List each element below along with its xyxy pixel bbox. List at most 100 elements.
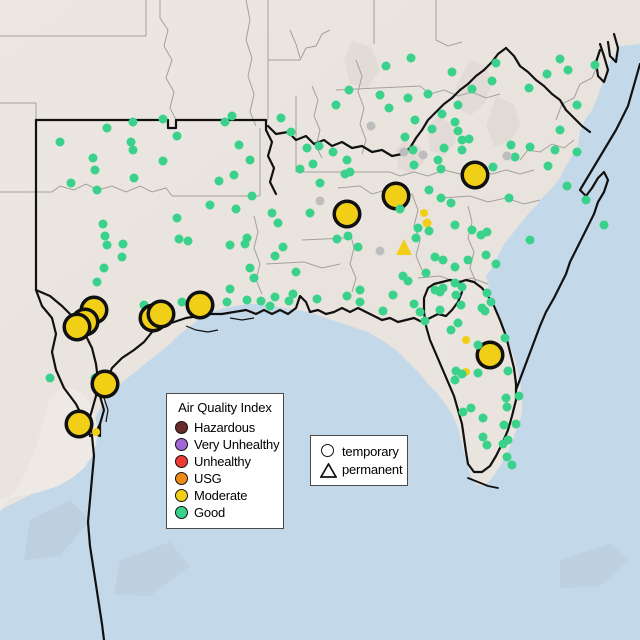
monitor-marker-good[interactable]: [555, 125, 565, 135]
monitor-marker-good[interactable]: [276, 113, 286, 123]
monitor-marker-good[interactable]: [249, 273, 259, 283]
monitor-marker-good[interactable]: [314, 141, 324, 151]
monitor-marker-good[interactable]: [463, 255, 473, 265]
monitor-marker-good[interactable]: [420, 316, 430, 326]
monitor-marker-good[interactable]: [411, 233, 421, 243]
monitor-marker-good[interactable]: [446, 325, 456, 335]
monitor-marker-good[interactable]: [66, 178, 76, 188]
monitor-marker-good[interactable]: [378, 306, 388, 316]
monitor-marker-good[interactable]: [331, 100, 341, 110]
monitor-marker-good[interactable]: [388, 290, 398, 300]
monitor-marker-good[interactable]: [500, 333, 510, 343]
monitor-marker-good[interactable]: [247, 191, 257, 201]
monitor-marker-good[interactable]: [467, 84, 477, 94]
monitor-marker-good[interactable]: [205, 200, 215, 210]
monitor-marker-gray[interactable]: [399, 147, 409, 157]
monitor-marker-good[interactable]: [126, 137, 136, 147]
monitor-marker-good[interactable]: [506, 140, 516, 150]
monitor-marker-good[interactable]: [450, 278, 460, 288]
monitor-marker-good[interactable]: [451, 290, 461, 300]
monitor-marker-good[interactable]: [158, 114, 168, 124]
monitor-marker-good[interactable]: [308, 159, 318, 169]
monitor-marker-good[interactable]: [453, 100, 463, 110]
monitor-marker-good[interactable]: [451, 366, 461, 376]
monitor-marker-good[interactable]: [501, 393, 511, 403]
monitor-marker-good[interactable]: [507, 460, 517, 470]
monitor-marker-good[interactable]: [98, 219, 108, 229]
monitor-marker-good[interactable]: [453, 126, 463, 136]
monitor-marker-good[interactable]: [447, 67, 457, 77]
site-type-legend[interactable]: temporary permanent: [310, 435, 408, 486]
monitor-marker-good[interactable]: [270, 251, 280, 261]
monitor-marker-good[interactable]: [482, 227, 492, 237]
monitor-marker-good[interactable]: [491, 58, 501, 68]
monitor-marker-good[interactable]: [242, 233, 252, 243]
monitor-marker-mod[interactable]: [422, 218, 432, 228]
monitor-marker-good[interactable]: [436, 193, 446, 203]
monitor-marker-good[interactable]: [438, 255, 448, 265]
monitor-marker-good[interactable]: [415, 307, 425, 317]
monitor-marker-good[interactable]: [473, 368, 483, 378]
monitor-marker-good[interactable]: [328, 147, 338, 157]
monitor-marker-good[interactable]: [118, 239, 128, 249]
monitor-marker-good[interactable]: [278, 242, 288, 252]
monitor-marker-mod[interactable]: [92, 428, 100, 436]
monitor-marker-good[interactable]: [413, 223, 423, 233]
monitor-marker-good[interactable]: [128, 145, 138, 155]
monitor-marker-good[interactable]: [409, 160, 419, 170]
monitor-marker-good[interactable]: [286, 127, 296, 137]
monitor-marker-good[interactable]: [265, 301, 275, 311]
monitor-marker-mod[interactable]: [65, 410, 93, 438]
monitor-marker-good[interactable]: [410, 115, 420, 125]
monitor-marker-good[interactable]: [488, 162, 498, 172]
monitor-marker-good[interactable]: [406, 53, 416, 63]
monitor-marker-good[interactable]: [398, 271, 408, 281]
monitor-marker-good[interactable]: [214, 176, 224, 186]
monitor-marker-good[interactable]: [355, 285, 365, 295]
monitor-marker-good[interactable]: [302, 143, 312, 153]
monitor-marker-good[interactable]: [355, 297, 365, 307]
monitor-marker-good[interactable]: [172, 131, 182, 141]
monitor-marker-good[interactable]: [270, 292, 280, 302]
monitor-marker-good[interactable]: [504, 193, 514, 203]
monitor-marker-good[interactable]: [128, 117, 138, 127]
monitor-marker-good[interactable]: [234, 140, 244, 150]
monitor-marker-permanent[interactable]: [396, 239, 412, 255]
monitor-marker-good[interactable]: [220, 117, 230, 127]
monitor-marker-good[interactable]: [499, 420, 509, 430]
monitor-marker-good[interactable]: [436, 164, 446, 174]
legend-item-hazardous[interactable]: Hazardous: [175, 419, 275, 436]
monitor-marker-good[interactable]: [572, 147, 582, 157]
monitor-marker-good[interactable]: [486, 297, 496, 307]
monitor-marker-good[interactable]: [482, 440, 492, 450]
monitor-marker-good[interactable]: [291, 267, 301, 277]
monitor-marker-good[interactable]: [446, 198, 456, 208]
monitor-marker-good[interactable]: [345, 167, 355, 177]
monitor-marker-good[interactable]: [542, 69, 552, 79]
monitor-marker-good[interactable]: [503, 435, 513, 445]
monitor-marker-good[interactable]: [423, 89, 433, 99]
monitor-marker-good[interactable]: [225, 240, 235, 250]
monitor-marker-mod[interactable]: [461, 161, 489, 189]
monitor-marker-mod[interactable]: [91, 370, 119, 398]
monitor-marker-good[interactable]: [139, 300, 149, 310]
monitor-marker-good[interactable]: [102, 123, 112, 133]
legend-item-unhealthy[interactable]: Unhealthy: [175, 453, 275, 470]
legend-item-permanent[interactable]: permanent: [319, 460, 403, 478]
monitor-marker-good[interactable]: [457, 282, 467, 292]
monitor-marker-good[interactable]: [481, 250, 491, 260]
monitor-marker-mod[interactable]: [186, 291, 214, 319]
aqi-legend[interactable]: Air Quality Index Hazardous Very Unhealt…: [166, 393, 284, 529]
monitor-marker-good[interactable]: [555, 54, 565, 64]
monitor-marker-good[interactable]: [424, 185, 434, 195]
monitor-marker-good[interactable]: [227, 111, 237, 121]
monitor-marker-good[interactable]: [88, 153, 98, 163]
monitor-marker-good[interactable]: [342, 291, 352, 301]
monitor-marker-good[interactable]: [395, 204, 405, 214]
monitor-marker-gray[interactable]: [375, 246, 385, 256]
monitor-marker-good[interactable]: [572, 100, 582, 110]
monitor-marker-good[interactable]: [344, 85, 354, 95]
monitor-marker-good[interactable]: [464, 134, 474, 144]
monitor-marker-good[interactable]: [467, 225, 477, 235]
monitor-marker-good[interactable]: [450, 262, 460, 272]
